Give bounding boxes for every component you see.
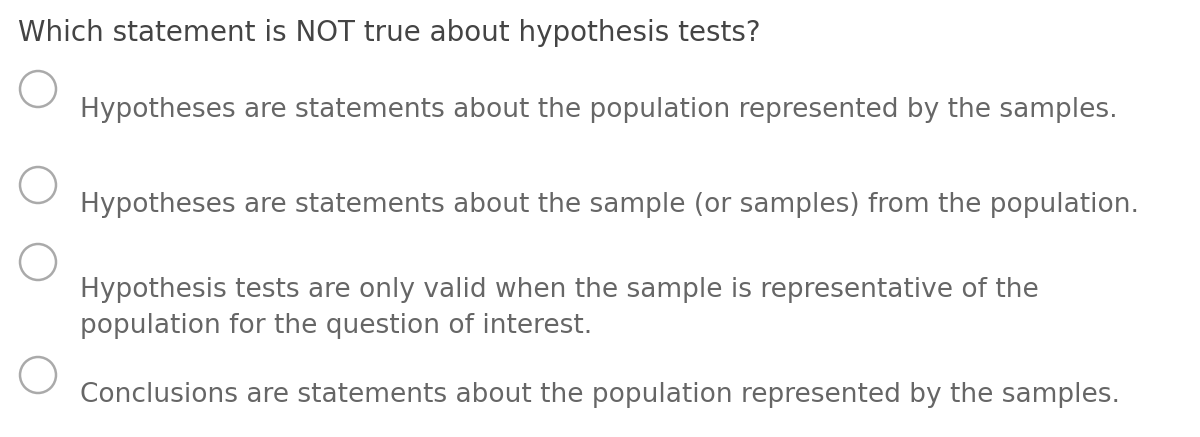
Text: Which statement is NOT true about hypothesis tests?: Which statement is NOT true about hypoth… — [18, 19, 761, 47]
Text: Hypotheses are statements about the sample (or samples) from the population.: Hypotheses are statements about the samp… — [80, 192, 1139, 218]
Text: Conclusions are statements about the population represented by the samples.: Conclusions are statements about the pop… — [80, 382, 1120, 408]
Text: Hypothesis tests are only valid when the sample is representative of the
populat: Hypothesis tests are only valid when the… — [80, 277, 1039, 339]
Text: Hypotheses are statements about the population represented by the samples.: Hypotheses are statements about the popu… — [80, 97, 1117, 123]
